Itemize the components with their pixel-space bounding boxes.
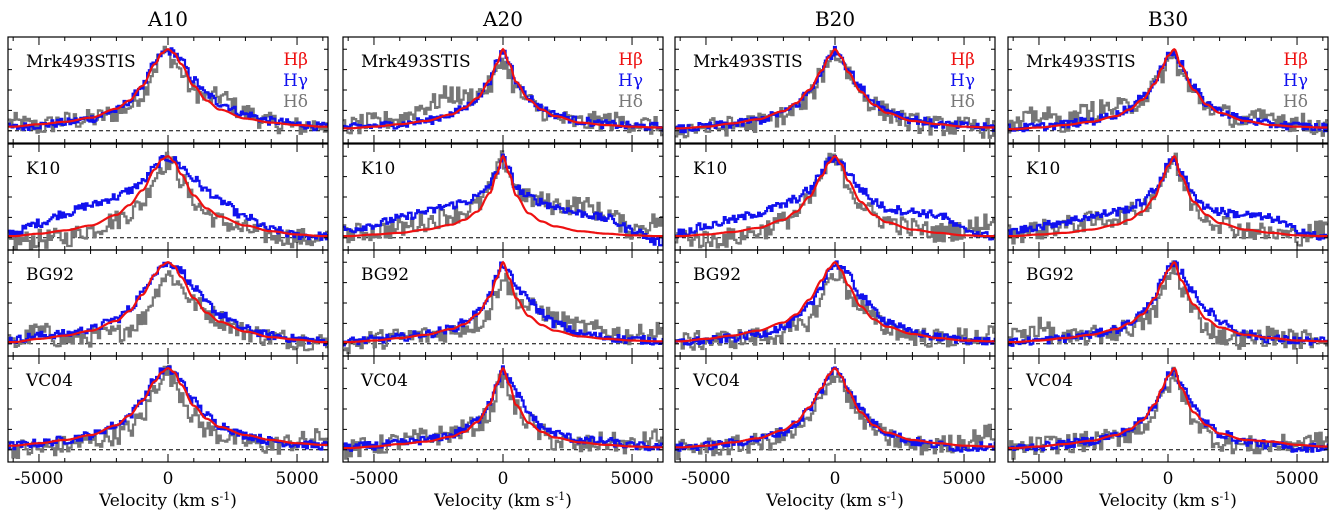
panel-A10-BG92: BG92 xyxy=(8,250,328,356)
column-title-A10: A10 xyxy=(147,7,188,31)
row-label-Mrk493STIS: Mrk493STIS xyxy=(693,52,803,72)
panel-B20-BG92: BG92 xyxy=(675,250,995,356)
row-label-VC04: VC04 xyxy=(1025,371,1073,391)
x-tick-label: 5000 xyxy=(942,469,985,489)
x-axis-label: Velocity (km s-1) xyxy=(433,490,572,512)
row-label-VC04: VC04 xyxy=(692,371,740,391)
row-label-K10: K10 xyxy=(693,159,727,179)
row-label-K10: K10 xyxy=(26,159,60,179)
legend-entry: Hβ xyxy=(283,50,308,70)
panel-B30-BG92: BG92 xyxy=(1008,250,1328,356)
x-axis-label: Velocity (km s-1) xyxy=(765,490,904,512)
x-tick-label: 5000 xyxy=(1275,469,1318,489)
row-label-Mrk493STIS: Mrk493STIS xyxy=(361,52,471,72)
x-tick-label: 0 xyxy=(830,469,841,489)
row-label-K10: K10 xyxy=(361,159,395,179)
row-label-BG92: BG92 xyxy=(1026,265,1074,285)
panel-A10-K10: K10 xyxy=(8,144,328,250)
row-label-K10: K10 xyxy=(1026,159,1060,179)
x-tick-label: 0 xyxy=(498,469,509,489)
x-axis-label: Velocity (km s-1) xyxy=(98,490,237,512)
x-tick-label: -5000 xyxy=(14,469,63,489)
row-label-BG92: BG92 xyxy=(26,265,74,285)
row-label-BG92: BG92 xyxy=(361,265,409,285)
panel-B30-K10: K10 xyxy=(1008,144,1328,250)
panel-A20-BG92: BG92 xyxy=(343,250,663,356)
panel-B20-K10: K10 xyxy=(675,144,995,250)
row-label-VC04: VC04 xyxy=(360,371,408,391)
legend-entry: Hγ xyxy=(618,71,643,91)
legend-entry: Hδ xyxy=(618,92,643,112)
panel-A20-VC04: VC04 xyxy=(343,356,663,462)
legend-entry: Hδ xyxy=(1283,92,1308,112)
row-label-Mrk493STIS: Mrk493STIS xyxy=(1026,52,1136,72)
legend-entry: Hδ xyxy=(283,92,308,112)
legend-entry: Hβ xyxy=(618,50,643,70)
column-title-B30: B30 xyxy=(1148,7,1188,31)
panel-A10-VC04: VC04 xyxy=(8,356,328,462)
x-tick-label: 0 xyxy=(1163,469,1174,489)
x-tick-label: -5000 xyxy=(681,469,730,489)
x-tick-label: 0 xyxy=(163,469,174,489)
legend-entry: Hγ xyxy=(950,71,975,91)
x-tick-label: 5000 xyxy=(610,469,653,489)
column-title-A20: A20 xyxy=(482,7,523,31)
x-axis-label: Velocity (km s-1) xyxy=(1098,490,1237,512)
x-tick-label: -5000 xyxy=(349,469,398,489)
legend-entry: Hγ xyxy=(1283,71,1308,91)
legend-entry: Hγ xyxy=(283,71,308,91)
column-title-B20: B20 xyxy=(815,7,855,31)
row-label-VC04: VC04 xyxy=(25,371,73,391)
legend-entry: Hβ xyxy=(950,50,975,70)
panel-A20-K10: K10 xyxy=(343,144,663,250)
panel-B30-VC04: VC04 xyxy=(1008,356,1328,462)
legend-entry: Hδ xyxy=(950,92,975,112)
x-tick-label: 5000 xyxy=(275,469,318,489)
row-label-Mrk493STIS: Mrk493STIS xyxy=(26,52,136,72)
x-tick-label: -5000 xyxy=(1014,469,1063,489)
panel-B20-VC04: VC04 xyxy=(675,356,995,462)
row-label-BG92: BG92 xyxy=(693,265,741,285)
legend-entry: Hβ xyxy=(1283,50,1308,70)
